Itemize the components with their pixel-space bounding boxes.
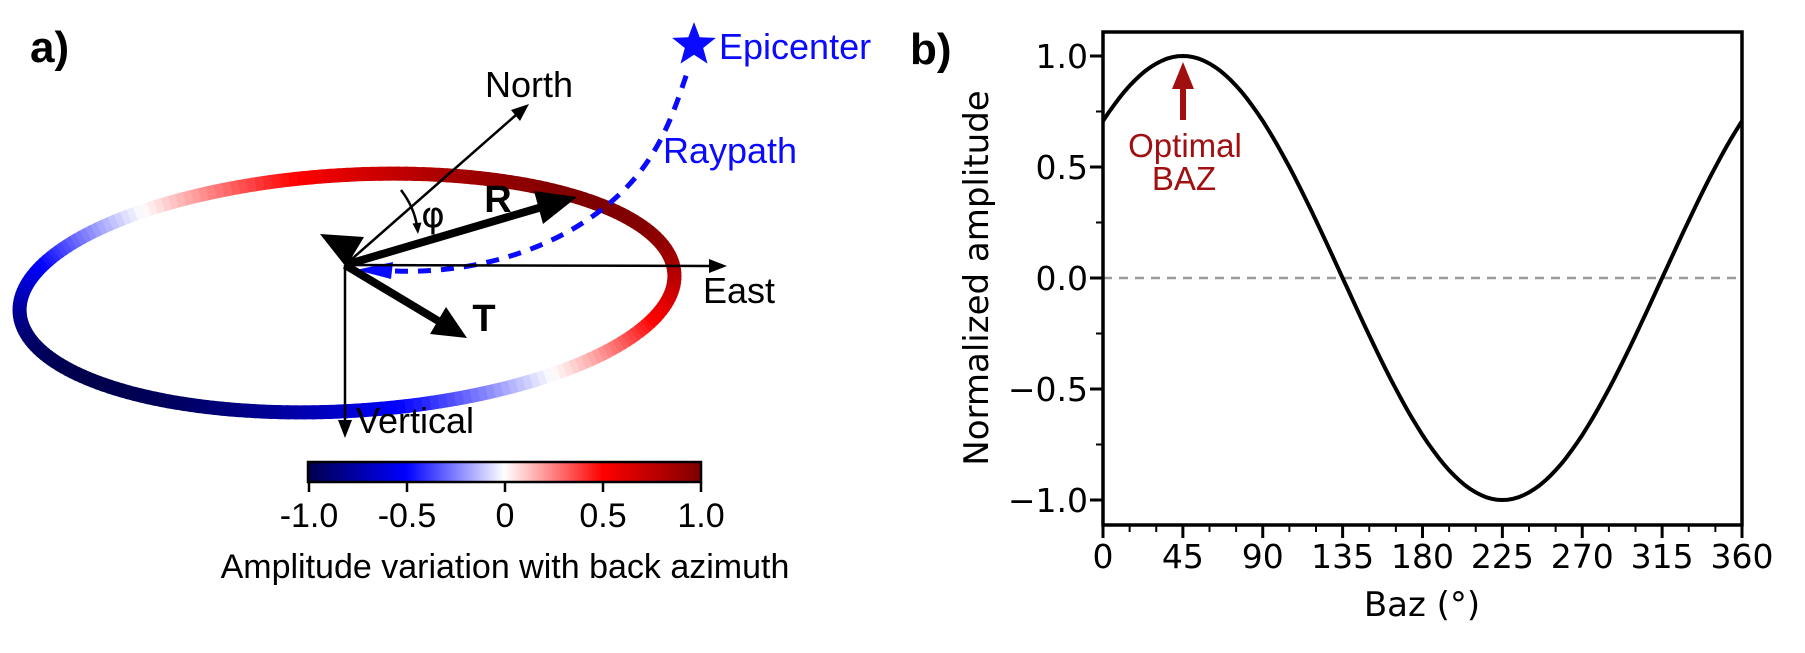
panel-a-label: a) — [30, 23, 69, 72]
optimal-baz-label-line2: BAZ — [1152, 160, 1216, 197]
colorbar: -1.0 -0.5 0 0.5 1.0 Amplitude variation … — [221, 460, 790, 586]
raypath-curve — [394, 69, 691, 274]
phi-angle-arc — [400, 189, 419, 227]
north-label: North — [485, 64, 573, 105]
optimal-baz-arrowhead-icon — [1172, 62, 1194, 89]
x-tick-label: 315 — [1631, 537, 1694, 576]
plot-box — [1101, 30, 1744, 527]
x-tick-label: 135 — [1311, 537, 1374, 576]
y-tick-label: −0.5 — [1008, 370, 1088, 409]
epicenter-star-icon — [672, 22, 716, 64]
epicenter-label: Epicenter — [719, 26, 871, 67]
transverse-arrowhead-icon — [430, 307, 467, 338]
axis-ticks — [1090, 54, 1744, 538]
optimal-baz-arrow-shaft — [1180, 86, 1186, 120]
vertical-label: Vertical — [356, 400, 474, 441]
panel-a: a) North East Vertical — [12, 22, 871, 586]
amplitude-ellipse-ring — [12, 166, 682, 420]
transverse-label: T — [472, 298, 495, 340]
x-tick-label: 45 — [1162, 537, 1204, 576]
colorbar-tick-label: -1.0 — [280, 497, 339, 535]
colorbar-tick-label: 0 — [496, 497, 515, 535]
colorbar-caption: Amplitude variation with back azimuth — [221, 548, 790, 586]
panel-b: b) Optimal BAZ 0 45 90 135 180 225 270 3… — [910, 25, 1774, 625]
y-tick-label: 1.0 — [1036, 37, 1088, 76]
phi-arc-arrowhead-icon — [412, 222, 422, 234]
station-axes — [343, 114, 712, 422]
colorbar-tick-labels: -1.0 -0.5 0 0.5 1.0 — [280, 497, 725, 535]
colorbar-tick-label: -0.5 — [378, 497, 437, 535]
x-tick-label: 90 — [1242, 537, 1284, 576]
colorbar-tick-label: 1.0 — [677, 497, 724, 535]
x-tick-label: 225 — [1471, 537, 1534, 576]
radial-label: R — [484, 179, 511, 221]
north-arrowhead-icon — [511, 104, 529, 121]
y-tick-label: 0.5 — [1036, 148, 1088, 187]
x-tick-label: 360 — [1711, 537, 1774, 576]
colorbar-gradient — [306, 460, 703, 484]
east-label: East — [703, 270, 775, 311]
x-tick-label: 180 — [1391, 537, 1454, 576]
phi-label: φ — [421, 195, 445, 236]
radial-arrowhead-icon — [534, 191, 577, 224]
component-arrows — [342, 203, 544, 326]
panel-b-label: b) — [910, 25, 952, 74]
raypath-label: Raypath — [663, 130, 797, 171]
colorbar-tick-label: 0.5 — [579, 497, 626, 535]
vertical-arrowhead-icon — [338, 420, 352, 438]
x-tick-label: 270 — [1551, 537, 1614, 576]
optimal-baz-label-line1: Optimal — [1128, 127, 1242, 164]
colorbar-ticks — [307, 482, 703, 492]
station-triangle-icon — [320, 234, 364, 267]
amplitude-curve — [1101, 53, 1744, 503]
y-tick-labels: 1.0 0.5 0.0 −0.5 −1.0 — [1008, 37, 1088, 520]
x-tick-label: 0 — [1093, 537, 1114, 576]
x-axis-title: Baz (°) — [1364, 585, 1480, 625]
y-tick-label: −1.0 — [1008, 481, 1088, 520]
east-arrowhead-icon — [709, 259, 727, 273]
y-tick-label: 0.0 — [1036, 259, 1088, 298]
x-tick-labels: 0 45 90 135 180 225 270 315 360 — [1093, 537, 1774, 576]
y-axis-title: Normalized amplitude — [957, 90, 997, 465]
